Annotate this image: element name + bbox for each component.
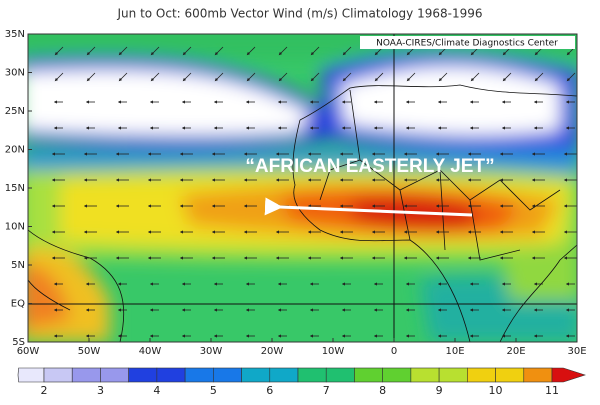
lon-label: 10W bbox=[322, 346, 345, 357]
colorbar-box bbox=[156, 367, 186, 383]
wind-arrow bbox=[54, 46, 64, 56]
lon-label: 20E bbox=[506, 346, 525, 357]
lat-label: 20N bbox=[5, 145, 25, 156]
credit: NOAA-CIRES/Climate Diagnostics Center bbox=[376, 39, 558, 49]
wind-arrow bbox=[214, 46, 224, 56]
wind-arrow bbox=[182, 72, 192, 82]
colorbar-box bbox=[43, 367, 73, 383]
colorbar-label: 5 bbox=[210, 384, 217, 397]
wind-arrow bbox=[342, 46, 352, 56]
wind-arrow bbox=[470, 72, 480, 82]
lat-label: 30N bbox=[5, 68, 25, 79]
colorbar-label: 7 bbox=[323, 384, 330, 397]
colorbar-label: 4 bbox=[153, 384, 160, 397]
jet-annotation: “AFRICAN EASTERLY JET” bbox=[245, 156, 494, 177]
lon-label: 40W bbox=[139, 346, 162, 357]
lon-label: 0 bbox=[391, 346, 397, 357]
lat-label: EQ bbox=[11, 299, 25, 310]
credit-box bbox=[360, 36, 575, 49]
colorbar-label: 10 bbox=[489, 384, 503, 397]
wind-arrow bbox=[214, 72, 224, 82]
lat-label: 15N bbox=[5, 183, 25, 194]
lat-label: 5N bbox=[11, 260, 25, 271]
wind-arrow bbox=[86, 46, 96, 56]
wind-arrow bbox=[342, 72, 352, 82]
lat-label: 25N bbox=[5, 106, 25, 117]
wind-arrow bbox=[182, 46, 192, 56]
colorbar-box bbox=[523, 367, 553, 383]
lon-label: 50W bbox=[78, 346, 101, 357]
colorbar-box bbox=[297, 367, 327, 383]
wind-arrow bbox=[150, 72, 160, 82]
lat-label: 35N bbox=[5, 29, 25, 40]
colorbar-label: 9 bbox=[436, 384, 443, 397]
wind-arrow bbox=[310, 72, 320, 82]
colorbar-end bbox=[551, 367, 586, 383]
colorbar-label: 2 bbox=[41, 384, 48, 397]
jet-arrow bbox=[264, 197, 473, 217]
colorbar-box bbox=[382, 367, 412, 383]
lon-label: 10E bbox=[445, 346, 464, 357]
colorbar-box bbox=[128, 367, 158, 383]
wind-arrow bbox=[246, 46, 256, 56]
colorbar-box bbox=[241, 367, 271, 383]
colorbar-label: 11 bbox=[545, 384, 559, 397]
colorbar-box bbox=[269, 367, 299, 383]
wind-arrow bbox=[246, 72, 256, 82]
wind-arrow bbox=[406, 72, 416, 82]
colorbar-end bbox=[17, 367, 45, 383]
wind-arrow bbox=[502, 72, 512, 82]
lon-label: 60W bbox=[17, 346, 40, 357]
lon-label: 20W bbox=[261, 346, 284, 357]
colorbar-box bbox=[184, 367, 214, 383]
colorbar-box bbox=[71, 367, 101, 383]
wind-arrow bbox=[278, 72, 288, 82]
wind-arrow bbox=[86, 72, 96, 82]
colorbar-box bbox=[100, 367, 129, 383]
lat-label: 10N bbox=[5, 222, 25, 233]
wind-arrow bbox=[278, 46, 288, 56]
colorbar-box bbox=[213, 367, 242, 383]
colorbar-box bbox=[438, 367, 468, 383]
colorbar-label: 8 bbox=[379, 384, 386, 397]
lat-label: 5S bbox=[12, 337, 25, 348]
wind-arrow bbox=[118, 46, 128, 56]
colorbar-box bbox=[495, 367, 525, 383]
colorbar-label: 3 bbox=[97, 384, 104, 397]
wind-arrow bbox=[54, 72, 64, 82]
wind-arrow bbox=[374, 72, 384, 82]
colorbar-box bbox=[467, 367, 496, 383]
lon-label: 30W bbox=[200, 346, 223, 357]
colorbar-box bbox=[354, 367, 383, 383]
wind-arrow bbox=[118, 72, 128, 82]
wind-arrow bbox=[150, 46, 160, 56]
map-title: Jun to Oct: 600mb Vector Wind (m/s) Clim… bbox=[117, 7, 483, 21]
colorbar-box bbox=[325, 367, 355, 383]
wind-arrow bbox=[310, 46, 320, 56]
wind-arrow bbox=[534, 72, 544, 82]
wind-arrow bbox=[438, 72, 448, 82]
lon-label: 30E bbox=[567, 346, 586, 357]
colorbar-label: 6 bbox=[266, 384, 273, 397]
wind-arrow bbox=[566, 72, 576, 82]
colorbar-box bbox=[410, 367, 440, 383]
